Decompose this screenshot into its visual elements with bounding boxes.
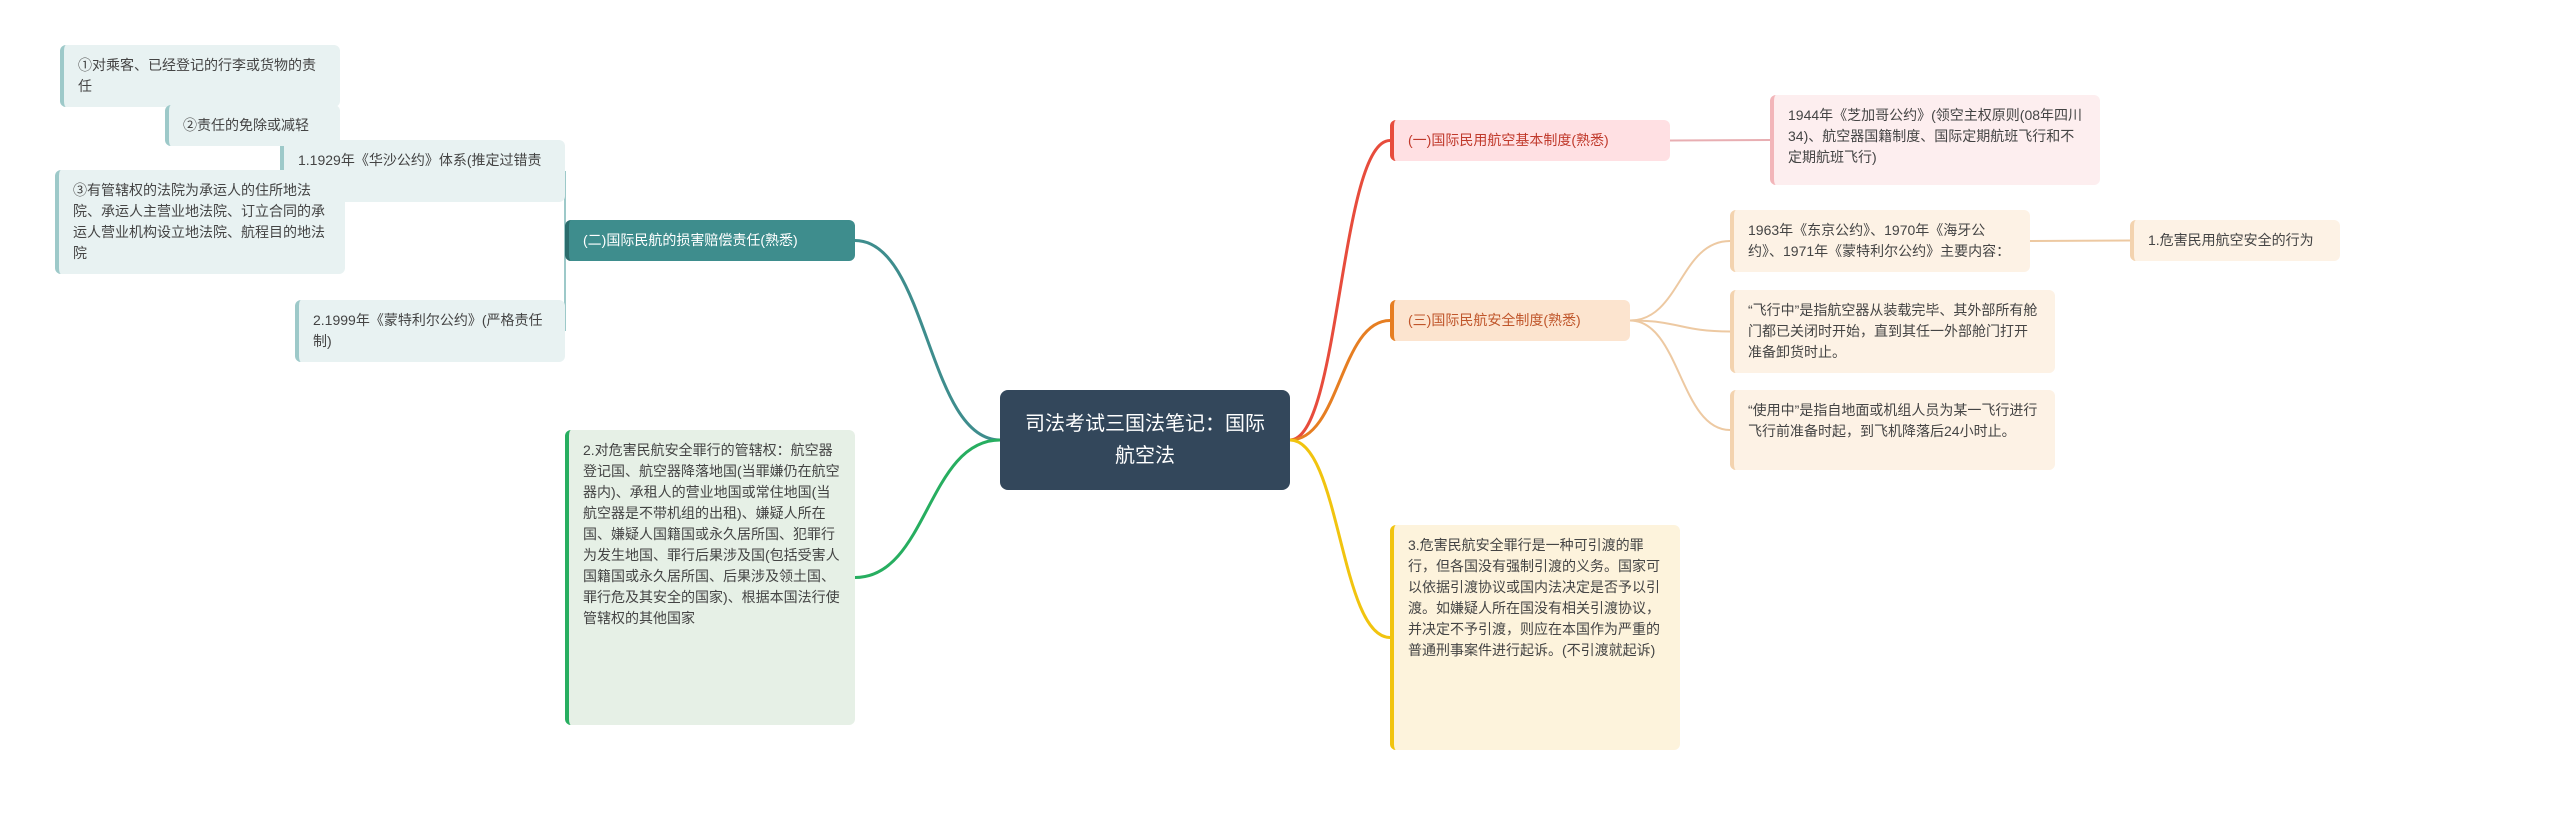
connector: [2030, 241, 2130, 242]
root-node[interactable]: 司法考试三国法笔记：国际航空法: [1000, 390, 1290, 490]
leaf-montreal-convention[interactable]: 2.1999年《蒙特利尔公约》(严格责任制): [295, 300, 565, 362]
connector: [1630, 321, 1730, 431]
leaf-conventions-list[interactable]: 1963年《东京公约》、1970年《海牙公约》、1971年《蒙特利尔公约》主要内…: [1730, 210, 2030, 272]
branch-liability[interactable]: (二)国际民航的损害赔偿责任(熟悉): [565, 220, 855, 261]
leaf-jurisdiction-courts[interactable]: ③有管辖权的法院为承运人的住所地法院、承运人主营业地法院、订立合同的承运人营业机…: [55, 170, 345, 274]
branch-safety-system[interactable]: (三)国际民航安全制度(熟悉): [1390, 300, 1630, 341]
leaf-liability-exempt[interactable]: ②责任的免除或减轻: [165, 105, 340, 146]
connector: [1670, 140, 1770, 141]
branch-basic-system[interactable]: (一)国际民用航空基本制度(熟悉): [1390, 120, 1670, 161]
connector: [855, 440, 1000, 578]
branch-jurisdiction-crimes[interactable]: 2.对危害民航安全罪行的管辖权：航空器登记国、航空器降落地国(当罪嫌仍在航空器内…: [565, 430, 855, 725]
connector: [855, 241, 1000, 441]
branch-extradition[interactable]: 3.危害民航安全罪行是一种可引渡的罪行，但各国没有强制引渡的义务。国家可以依据引…: [1390, 525, 1680, 750]
leaf-in-flight-def[interactable]: “飞行中”是指航空器从装载完毕、其外部所有舱门都已关闭时开始，直到其任一外部舱门…: [1730, 290, 2055, 373]
connector: [1290, 141, 1390, 441]
leaf-in-service-def[interactable]: “使用中”是指自地面或机组人员为某一飞行进行飞行前准备时起，到飞机降落后24小时…: [1730, 390, 2055, 470]
connector: [1290, 321, 1390, 441]
leaf-endanger-acts[interactable]: 1.危害民用航空安全的行为: [2130, 220, 2340, 261]
leaf-chicago-convention[interactable]: 1944年《芝加哥公约》(领空主权原则(08年四川34)、航空器国籍制度、国际定…: [1770, 95, 2100, 185]
connector: [1290, 440, 1390, 638]
connector: [1630, 321, 1730, 332]
connector: [1630, 241, 1730, 321]
leaf-passenger-baggage[interactable]: ①对乘客、已经登记的行李或货物的责任: [60, 45, 340, 107]
